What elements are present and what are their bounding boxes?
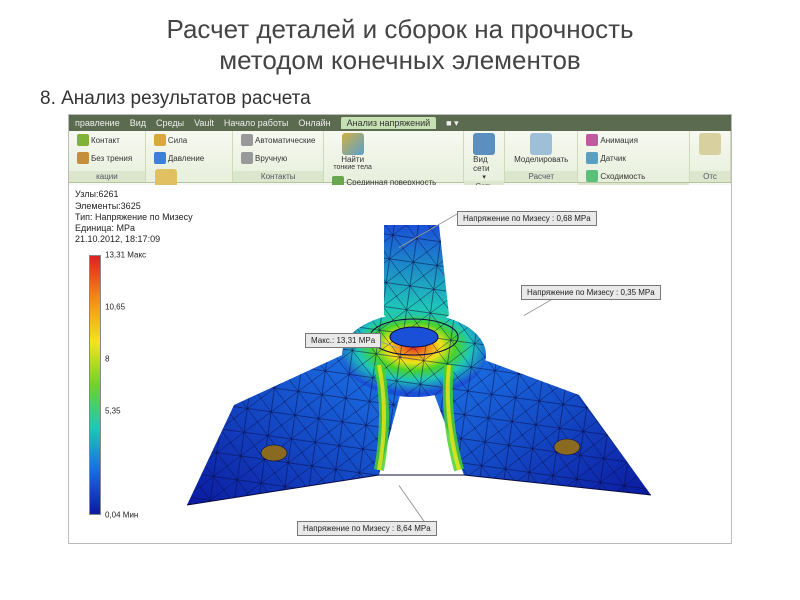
ribbon-group: Контакт Без трения кации bbox=[69, 131, 146, 182]
ribbon-button[interactable]: Моделировать bbox=[511, 133, 571, 164]
menu-item[interactable]: Вид bbox=[130, 118, 146, 128]
viewport: Узлы:6261 Элементы:3625 Тип: Напряжение … bbox=[69, 185, 731, 543]
ribbon-icon bbox=[586, 152, 598, 164]
ribbon-icon bbox=[586, 170, 598, 182]
ribbon-icon bbox=[586, 134, 598, 146]
ribbon-icon bbox=[241, 134, 253, 146]
ribbon-icon bbox=[342, 133, 364, 155]
ribbon-button[interactable] bbox=[696, 133, 724, 155]
ribbon-icon bbox=[699, 133, 721, 155]
ribbon-group-label: Контакты bbox=[233, 171, 323, 182]
ribbon-button[interactable]: Автоматические bbox=[239, 133, 317, 147]
ribbon-group: Отс bbox=[690, 131, 731, 182]
ribbon-button[interactable]: Найтитонкие тела bbox=[330, 133, 374, 171]
menu-item[interactable]: Начало работы bbox=[224, 118, 288, 128]
section-title: 8. Анализ результатов расчета bbox=[0, 82, 800, 114]
ribbon-button[interactable]: Вручную bbox=[239, 151, 289, 165]
ribbon-group: Автоматические Вручную Контакты bbox=[233, 131, 324, 182]
slide-title: Расчет деталей и сборок на прочность мет… bbox=[0, 0, 800, 82]
callout-label: Напряжение по Мизесу : 0,68 MPa bbox=[457, 211, 597, 226]
ribbon-group: Моделировать Расчет bbox=[505, 131, 578, 182]
legend-tick: 10,65 bbox=[105, 303, 125, 312]
ribbon-group: АнимацияДатчикСходимостьРезультат bbox=[578, 131, 690, 182]
legend-tick: 13,31 Макс bbox=[105, 251, 146, 260]
callout-label: Напряжение по Мизесу : 8,64 MPa bbox=[297, 521, 437, 536]
ribbon: КонтактБез трениякацииСилаДавлениеНагруз… bbox=[69, 131, 731, 183]
ribbon-button[interactable]: Сила bbox=[152, 133, 189, 147]
color-legend: 13,31 Макс10,6585,350,04 Мин bbox=[89, 255, 101, 515]
ribbon-button[interactable]: Вид сети▾ bbox=[470, 133, 498, 181]
legend-tick: 8 bbox=[105, 355, 109, 364]
ribbon-icon bbox=[154, 152, 166, 164]
ribbon-icon bbox=[77, 152, 89, 164]
ribbon-button[interactable]: Без трения bbox=[75, 151, 134, 165]
menu-item[interactable]: Онлайн bbox=[298, 118, 330, 128]
ribbon-icon bbox=[77, 134, 89, 146]
ribbon-icon bbox=[154, 134, 166, 146]
app-window: правление Вид Среды Vault Начало работы Онлай… bbox=[68, 114, 732, 544]
ribbon-group: Найтитонкие телаСрединная поверхностьСме… bbox=[324, 131, 464, 182]
result-meta: Узлы:6261 Элементы:3625 Тип: Напряжение … bbox=[75, 189, 193, 245]
ribbon-group: СилаДавлениеНагрузки ▾ bbox=[146, 131, 233, 182]
menu-extra[interactable]: ■ ▾ bbox=[446, 118, 458, 129]
ribbon-group-label: кации bbox=[69, 171, 145, 182]
menu-tab-active[interactable]: Анализ напряжений bbox=[341, 117, 437, 129]
menu-item[interactable]: Vault bbox=[194, 118, 214, 128]
fea-model bbox=[179, 205, 659, 535]
ribbon-button[interactable]: Давление bbox=[152, 151, 206, 165]
menu-item[interactable]: правление bbox=[75, 118, 120, 128]
ribbon-button[interactable]: Датчик bbox=[584, 151, 628, 165]
ribbon-group-label: Отс bbox=[690, 171, 730, 182]
legend-tick: 0,04 Мин bbox=[105, 511, 138, 520]
menubar: правление Вид Среды Vault Начало работы Онлай… bbox=[69, 115, 731, 131]
ribbon-icon bbox=[241, 152, 253, 164]
ribbon-button[interactable]: Сходимость bbox=[584, 169, 647, 183]
ribbon-group-label: Расчет bbox=[505, 171, 577, 182]
ribbon-button[interactable]: Анимация bbox=[584, 133, 640, 147]
ribbon-icon bbox=[530, 133, 552, 155]
ribbon-group: Вид сети▾Сеть bbox=[464, 131, 505, 182]
callout-label: Макс.: 13,31 MPa bbox=[305, 333, 381, 348]
menu-item[interactable]: Среды bbox=[156, 118, 184, 128]
legend-tick: 5,35 bbox=[105, 407, 121, 416]
ribbon-icon bbox=[473, 133, 495, 155]
callout-label: Напряжение по Мизесу : 0,35 MPa bbox=[521, 285, 661, 300]
ribbon-button[interactable]: Контакт bbox=[75, 133, 122, 147]
